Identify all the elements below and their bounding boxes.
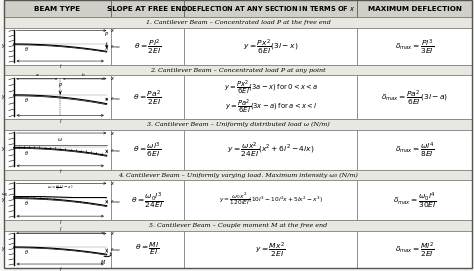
Bar bbox=[4, 130, 110, 170]
Text: 2. Cantilever Beam – Concentrated load P at any point: 2. Cantilever Beam – Concentrated load P… bbox=[150, 68, 326, 73]
Text: 3. Cantilever Beam – Uniformly distributed load ω (N/m): 3. Cantilever Beam – Uniformly distribut… bbox=[146, 122, 329, 127]
Text: $x$: $x$ bbox=[110, 27, 115, 34]
Text: $x$: $x$ bbox=[110, 230, 115, 237]
Text: $\theta$: $\theta$ bbox=[24, 96, 28, 104]
Bar bbox=[357, 130, 472, 170]
Text: $y = \dfrac{Px^2}{6EI}(3a-x)\;\mathrm{for}\;0 < x < a$: $y = \dfrac{Px^2}{6EI}(3a-x)\;\mathrm{fo… bbox=[224, 79, 318, 97]
Text: $\delta_{max}$: $\delta_{max}$ bbox=[110, 95, 121, 103]
Text: $P$: $P$ bbox=[58, 81, 63, 89]
Text: $b$: $b$ bbox=[81, 72, 86, 79]
Text: $\delta_{max} = \dfrac{Pl^3}{3EI}$: $\delta_{max} = \dfrac{Pl^3}{3EI}$ bbox=[395, 37, 434, 56]
Text: $l$: $l$ bbox=[58, 218, 62, 225]
Text: $P$: $P$ bbox=[104, 30, 109, 38]
Text: DEFLECTION AT ANY SECTION IN TERMS OF $x$: DEFLECTION AT ANY SECTION IN TERMS OF $x… bbox=[186, 4, 356, 13]
Text: 1. Cantilever Beam – Concentrated load P at the free end: 1. Cantilever Beam – Concentrated load P… bbox=[146, 20, 330, 25]
Text: $\theta$: $\theta$ bbox=[24, 248, 28, 256]
Text: $\delta_{max}$: $\delta_{max}$ bbox=[110, 148, 121, 155]
Text: 4. Cantilever Beam – Uniformly varying load. Maximum intensity ω₀ (N/m): 4. Cantilever Beam – Uniformly varying l… bbox=[118, 172, 358, 178]
Bar bbox=[184, 231, 357, 268]
Bar bbox=[184, 0, 357, 17]
Text: $\delta_{max}$: $\delta_{max}$ bbox=[110, 247, 121, 254]
Text: $y = \dfrac{Mx^2}{2EI}$: $y = \dfrac{Mx^2}{2EI}$ bbox=[255, 240, 286, 259]
Text: $l$: $l$ bbox=[58, 117, 62, 125]
Bar bbox=[184, 180, 357, 220]
Text: $y$: $y$ bbox=[0, 196, 6, 204]
Bar bbox=[184, 75, 357, 120]
Bar bbox=[110, 231, 184, 268]
Text: $\theta$: $\theta$ bbox=[24, 199, 28, 207]
Bar bbox=[357, 0, 472, 17]
Text: 5. Cantilever Beam – Couple moment M at the free end: 5. Cantilever Beam – Couple moment M at … bbox=[149, 223, 327, 228]
Bar bbox=[110, 28, 184, 65]
Text: $y$: $y$ bbox=[0, 42, 6, 50]
Text: $l$: $l$ bbox=[58, 265, 62, 271]
Text: $\theta = \dfrac{Pl^2}{2EI}$: $\theta = \dfrac{Pl^2}{2EI}$ bbox=[134, 37, 161, 56]
Bar bbox=[4, 231, 110, 268]
Text: $y = \dfrac{Pa^2}{6EI}(3x-a)\;\mathrm{for}\;a < x < l$: $y = \dfrac{Pa^2}{6EI}(3x-a)\;\mathrm{fo… bbox=[225, 98, 317, 116]
Bar bbox=[357, 231, 472, 268]
Bar bbox=[110, 130, 184, 170]
Bar bbox=[357, 75, 472, 120]
Text: $y$: $y$ bbox=[0, 145, 6, 153]
Text: $\omega=\frac{\omega_0}{l}(l-x)$: $\omega=\frac{\omega_0}{l}(l-x)$ bbox=[47, 184, 73, 194]
Bar bbox=[4, 0, 110, 17]
Text: $\delta_{max} = \dfrac{\omega l^4}{8EI}$: $\delta_{max} = \dfrac{\omega l^4}{8EI}$ bbox=[395, 141, 435, 159]
Text: $x$: $x$ bbox=[110, 130, 115, 137]
Text: SLOPE AT FREE END: SLOPE AT FREE END bbox=[107, 5, 188, 12]
Text: $\delta_{max} = \dfrac{\omega_0 l^4}{30EI}$: $\delta_{max} = \dfrac{\omega_0 l^4}{30E… bbox=[393, 190, 437, 210]
Bar bbox=[4, 120, 472, 130]
Text: $\theta = \dfrac{\omega l^3}{6EI}$: $\theta = \dfrac{\omega l^3}{6EI}$ bbox=[133, 141, 162, 159]
Text: $\theta$: $\theta$ bbox=[24, 45, 28, 53]
Text: $\delta_{max}$: $\delta_{max}$ bbox=[110, 44, 121, 51]
Bar bbox=[4, 28, 110, 65]
Text: $y$: $y$ bbox=[0, 93, 6, 101]
Text: $y = \dfrac{\omega x^2}{24EI}(x^2+6l^2-4lx)$: $y = \dfrac{\omega x^2}{24EI}(x^2+6l^2-4… bbox=[227, 141, 314, 159]
Bar bbox=[4, 170, 472, 180]
Text: MAXIMUM DEFLECTION: MAXIMUM DEFLECTION bbox=[368, 5, 462, 12]
Text: $\theta = \dfrac{Pa^2}{2EI}$: $\theta = \dfrac{Pa^2}{2EI}$ bbox=[133, 88, 162, 107]
Text: $\theta = \dfrac{Ml}{EI}$: $\theta = \dfrac{Ml}{EI}$ bbox=[135, 241, 160, 257]
Text: $\delta_{max} = \dfrac{Pa^2}{6EI}(3l-a)$: $\delta_{max} = \dfrac{Pa^2}{6EI}(3l-a)$ bbox=[381, 88, 448, 107]
Text: $\omega$: $\omega$ bbox=[57, 136, 63, 143]
Text: $l$: $l$ bbox=[58, 167, 62, 175]
Bar bbox=[4, 75, 110, 120]
Bar bbox=[4, 180, 110, 220]
Text: $y = \dfrac{\omega_0 x^2}{120lEI}(10l^3-10l^2x+5lx^2-x^3)$: $y = \dfrac{\omega_0 x^2}{120lEI}(10l^3-… bbox=[219, 192, 323, 208]
Text: $x$: $x$ bbox=[110, 75, 115, 82]
Bar bbox=[110, 75, 184, 120]
Text: $l$: $l$ bbox=[58, 225, 62, 233]
Text: $x$: $x$ bbox=[110, 180, 115, 187]
Text: $M$: $M$ bbox=[100, 258, 106, 266]
Bar bbox=[357, 180, 472, 220]
Text: $l$: $l$ bbox=[58, 62, 62, 70]
Text: $\omega_0$: $\omega_0$ bbox=[1, 192, 9, 199]
Bar bbox=[110, 180, 184, 220]
Bar bbox=[184, 28, 357, 65]
Bar bbox=[4, 17, 472, 28]
Bar bbox=[4, 0, 472, 17]
Text: $y$: $y$ bbox=[0, 245, 6, 253]
Text: $a$: $a$ bbox=[35, 72, 39, 79]
Text: $\delta_{max} = \dfrac{Ml^2}{2EI}$: $\delta_{max} = \dfrac{Ml^2}{2EI}$ bbox=[395, 240, 435, 259]
Bar bbox=[110, 0, 184, 17]
Text: $\delta_{max}$: $\delta_{max}$ bbox=[110, 198, 121, 205]
Bar bbox=[4, 220, 472, 231]
Text: $y = \dfrac{Px^2}{6EI}(3l-x)$: $y = \dfrac{Px^2}{6EI}(3l-x)$ bbox=[243, 37, 299, 56]
Text: $\theta = \dfrac{\omega_0 l^3}{24EI}$: $\theta = \dfrac{\omega_0 l^3}{24EI}$ bbox=[131, 190, 164, 210]
Bar bbox=[184, 130, 357, 170]
Bar bbox=[357, 28, 472, 65]
Bar bbox=[4, 65, 472, 75]
Text: $\theta$: $\theta$ bbox=[24, 149, 28, 157]
Text: BEAM TYPE: BEAM TYPE bbox=[34, 5, 81, 12]
